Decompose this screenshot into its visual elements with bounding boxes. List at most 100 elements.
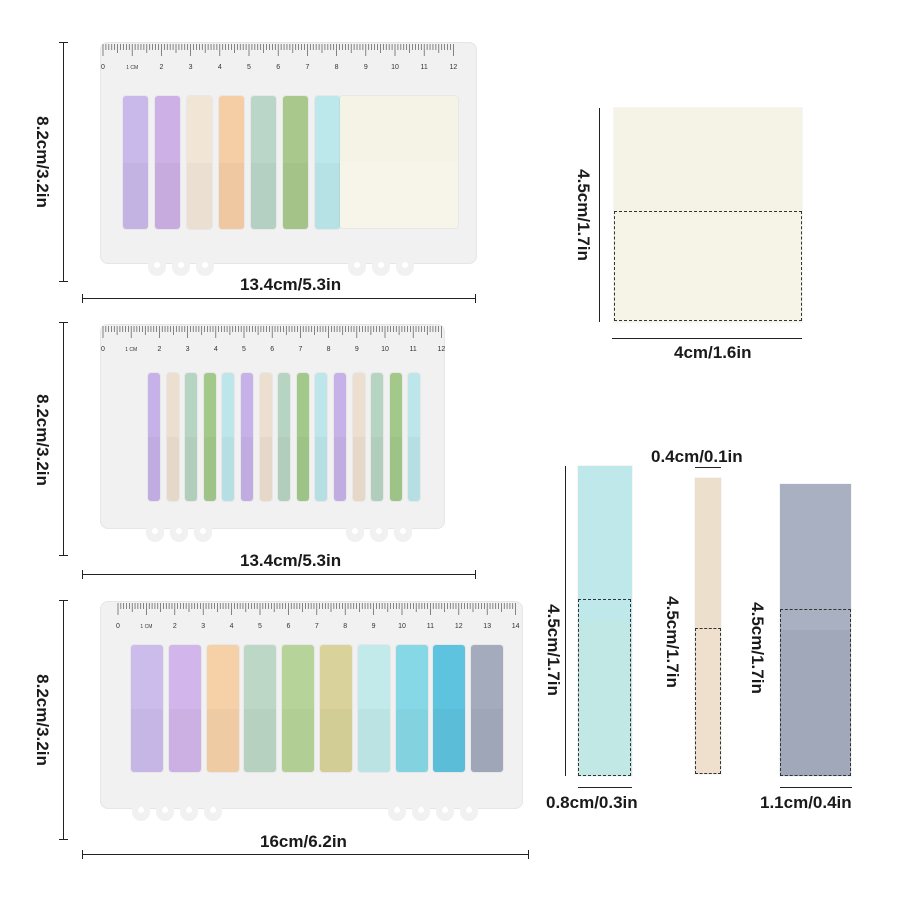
ruler-label: 7 (315, 623, 319, 630)
set-1-ruler: 0 1 CM 2 3 4 5 6 7 8 9 10 11 12 (100, 42, 477, 78)
set-1-width-label: 13.4cm/5.3in (240, 275, 342, 294)
ruler-label: 3 (189, 64, 193, 71)
ruler-label: 4 (218, 64, 222, 71)
ruler-label: 13 (483, 623, 491, 630)
strip-a-height-label: 4.5cm/1.7in (544, 604, 563, 696)
set-3-ruler: 0 1 CM 2 3 4 5 6 7 8 9 10 11 12 13 14 (100, 601, 523, 637)
set-3-height-label: 8.2cm/3.2in (33, 674, 52, 766)
sticky-flag (244, 645, 277, 772)
sticky-flag (471, 645, 504, 772)
strip-b-width-label: 0.4cm/0.1in (651, 447, 743, 466)
ruler-label: 6 (270, 346, 274, 353)
set-3-hanging-tabs-right (388, 803, 478, 821)
ruler-label: 5 (258, 623, 262, 630)
sticky-flag (187, 96, 212, 229)
ruler-label: 9 (372, 623, 376, 630)
ruler-label: 6 (286, 623, 290, 630)
strip-b-height-label: 4.5cm/1.7in (663, 596, 682, 688)
strip-c-width-label: 1.1cm/0.4in (760, 793, 852, 812)
ruler-label: 1 CM (125, 347, 137, 353)
ruler-label: 2 (159, 64, 163, 71)
set-2-hanging-tabs-right (346, 524, 412, 542)
sticky-flag (296, 373, 309, 501)
set-1-large-note (340, 96, 458, 228)
ruler-label: 0 (101, 346, 105, 353)
strip-b-note (695, 478, 721, 774)
ruler-label: 7 (298, 346, 302, 353)
sticky-flag (315, 96, 340, 229)
set-3-width-label: 16cm/6.2in (260, 832, 347, 851)
ruler-label: 11 (421, 64, 428, 71)
strip-c-height-label: 4.5cm/1.7in (748, 602, 767, 694)
sticky-flag (433, 645, 466, 772)
sticky-flag (206, 645, 239, 772)
ruler-label: 8 (343, 623, 347, 630)
ruler-label: 10 (398, 623, 406, 630)
sticky-flag (148, 373, 160, 501)
set-2-width-label: 13.4cm/5.3in (240, 551, 342, 570)
sticky-flag (251, 96, 276, 229)
sticky-flag (259, 373, 272, 501)
set-2-height-label: 8.2cm/3.2in (33, 394, 52, 486)
sticky-flag (352, 373, 365, 501)
ruler-label: 14 (512, 623, 520, 630)
ruler-label: 4 (230, 623, 234, 630)
ruler-label: 1 CM (126, 65, 138, 71)
ruler-label: 4 (214, 346, 218, 353)
ruler-label: 0 (101, 64, 105, 71)
sticky-flag (389, 373, 402, 501)
ruler-label: 5 (247, 64, 251, 71)
ruler-label: 12 (455, 623, 463, 630)
sticky-flag (203, 373, 216, 501)
ruler-label: 5 (242, 346, 246, 353)
strip-c-note (780, 484, 851, 776)
sticky-flag (320, 645, 352, 772)
sticky-flag (283, 96, 308, 229)
sticky-flag (371, 373, 384, 501)
sticky-flag (357, 645, 390, 772)
ruler-label: 8 (327, 346, 331, 353)
sticky-flag (131, 645, 163, 772)
sticky-flag (166, 373, 179, 501)
strip-a-width-label: 0.8cm/0.3in (546, 793, 638, 812)
sticky-flag (282, 645, 315, 772)
set-2-hanging-tabs (146, 524, 212, 542)
ruler-label: 2 (173, 623, 177, 630)
ruler-label: 9 (355, 346, 359, 353)
strip-c-adhesive-area (780, 609, 851, 776)
set-1-height-label: 8.2cm/3.2in (33, 116, 52, 208)
ruler-label: 10 (391, 64, 399, 71)
ruler-label: 11 (410, 346, 417, 353)
sticky-flag (241, 373, 253, 501)
sticky-flag (408, 373, 421, 501)
sticky-flag (278, 373, 291, 501)
square-note-width-label: 4cm/1.6in (674, 343, 752, 362)
ruler-label: 9 (364, 64, 368, 71)
set-2-ruler: 0 1 CM 2 3 4 5 6 7 8 9 10 11 12 (100, 324, 445, 360)
ruler-label: 1 CM (140, 624, 152, 630)
ruler-label: 0 (116, 623, 120, 630)
sticky-flag (222, 373, 235, 501)
ruler-label: 3 (201, 623, 205, 630)
sticky-flag (155, 96, 180, 229)
sticky-flag (185, 373, 198, 501)
sticky-flag (123, 96, 148, 229)
strip-a-adhesive-area (578, 599, 631, 776)
ruler-label: 10 (381, 346, 389, 353)
ruler-label: 12 (450, 64, 458, 71)
sticky-flag (395, 645, 428, 772)
ruler-label: 3 (186, 346, 190, 353)
strip-b-adhesive-area (695, 628, 721, 774)
ruler-label: 8 (335, 64, 339, 71)
set-3-hanging-tabs (132, 803, 222, 821)
ruler-label: 2 (157, 346, 161, 353)
sticky-flag (315, 373, 328, 501)
square-note-adhesive-area (614, 211, 802, 321)
ruler-label: 11 (427, 623, 434, 630)
ruler-label: 7 (305, 64, 309, 71)
ruler-label: 6 (276, 64, 280, 71)
strip-a-note (578, 466, 632, 776)
square-note-height-label: 4.5cm/1.7in (574, 169, 593, 261)
sticky-flag (168, 645, 201, 772)
sticky-flag (219, 96, 244, 229)
